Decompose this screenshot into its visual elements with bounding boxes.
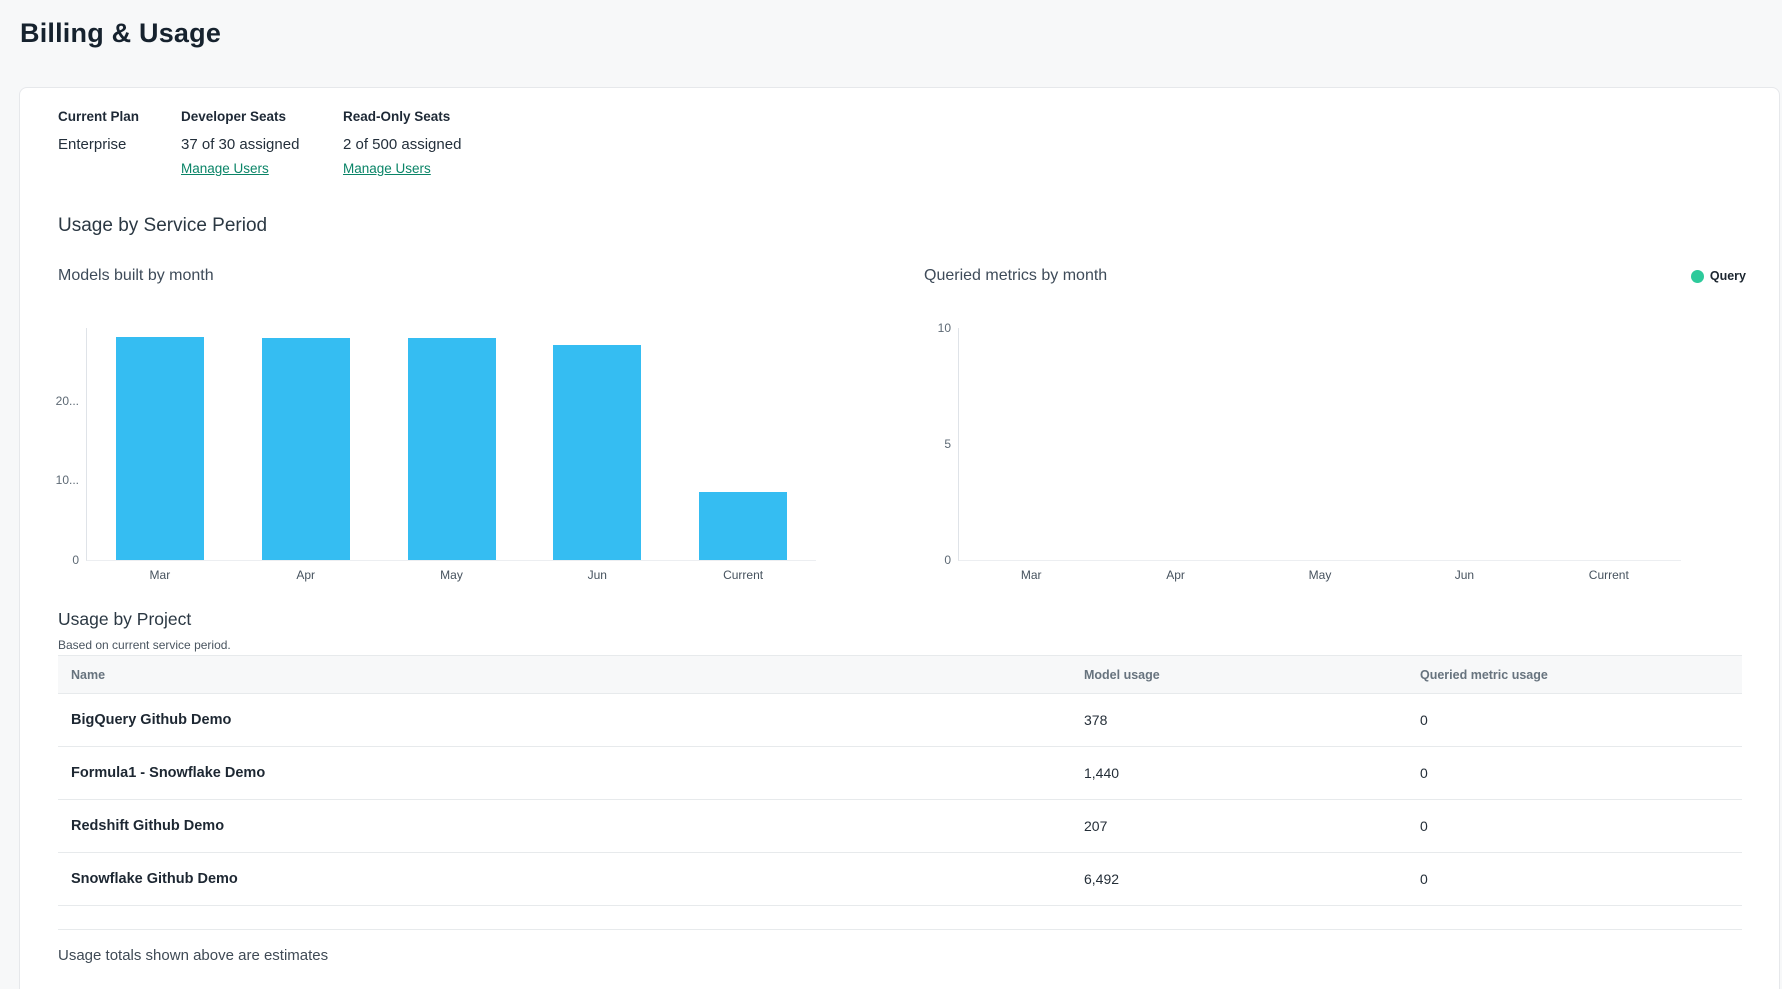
current-plan-block: Current Plan Enterprise: [58, 108, 181, 178]
x-tick-label: Current: [1588, 568, 1629, 582]
usage-by-project-table: Name Model usage Queried metric usage Bi…: [58, 655, 1742, 930]
column-header-name: Name: [58, 655, 1071, 694]
x-tick-label: May: [1308, 568, 1332, 582]
y-tick-label: 10...: [55, 473, 79, 488]
cell-queried-metric-usage: 0: [1407, 693, 1742, 747]
models-built-chart: Models built by month 0 10... 20... Mar Apr…: [56, 266, 894, 582]
billing-usage-card: Current Plan Enterprise Developer Seats …: [19, 87, 1780, 989]
current-plan-label: Current Plan: [58, 109, 140, 124]
current-plan-value: Enterprise: [58, 136, 127, 153]
models-built-chart-title: Models built by month: [58, 267, 214, 284]
developer-seats-value: 37 of 30 assigned: [181, 136, 300, 153]
query-legend: Query: [1690, 269, 1746, 283]
legend-dot-icon: [1690, 269, 1704, 283]
usage-by-project-subtitle: Based on current service period.: [58, 638, 231, 652]
bar-apr: [261, 337, 350, 560]
queried-metrics-plot: 0 5 10 Mar Apr May Jun Current: [938, 321, 1681, 582]
cell-name: Snowflake Github Demo: [58, 852, 1071, 906]
developer-seats-label: Developer Seats: [181, 109, 287, 124]
readonly-seats-label: Read-Only Seats: [343, 109, 451, 124]
y-tick-label: 5: [944, 437, 951, 451]
cell-model-usage: 1,440: [1071, 746, 1407, 800]
y-tick-label: 0: [944, 553, 951, 567]
models-built-plot: 0 10... 20... Mar Apr May Jun Current: [56, 328, 816, 582]
x-tick-label: Apr: [296, 568, 316, 582]
cell-name: BigQuery Github Demo: [58, 693, 1071, 747]
legend-label: Query: [1709, 269, 1746, 283]
x-tick-label: May: [440, 568, 463, 582]
column-header-model-usage: Model usage: [1071, 655, 1407, 694]
x-tick-label: Apr: [1166, 568, 1185, 582]
plan-summary: Current Plan Enterprise Developer Seats …: [58, 108, 1779, 178]
usage-charts: Models built by month 0 10... 20... Mar Apr…: [56, 266, 1779, 582]
x-tick-label: Mar: [149, 568, 171, 582]
usage-by-service-period-title: Usage by Service Period: [58, 215, 268, 236]
readonly-seats-block: Read-Only Seats 2 of 500 assigned Manage…: [343, 108, 563, 178]
usage-by-project-title: Usage by Project: [58, 609, 192, 629]
queried-metrics-chart-title: Queried metrics by month: [924, 267, 1108, 284]
bar-current: [699, 492, 788, 560]
cell-queried-metric-usage: 0: [1407, 799, 1742, 853]
x-tick-label: Mar: [1020, 568, 1042, 582]
y-tick-label: 0: [72, 553, 79, 567]
page-header: Billing & Usage: [0, 0, 1782, 87]
usage-by-project-section: Usage by Project Based on current servic…: [58, 609, 1779, 964]
cell-model-usage: 6,492: [1071, 852, 1407, 906]
x-tick-label: Jun: [587, 568, 607, 582]
bar-mar: [115, 336, 204, 560]
queried-metrics-chart: Queried metrics by month Query 0 5 10 Mar A…: [924, 266, 1746, 582]
x-tick-label: Jun: [1454, 568, 1475, 582]
table-header-row: Name Model usage Queried metric usage: [58, 655, 1742, 694]
cell-queried-metric-usage: 0: [1407, 746, 1742, 800]
bar-jun: [553, 344, 642, 560]
page-title: Billing & Usage: [20, 18, 222, 48]
table-row: Snowflake Github Demo 6,492 0: [58, 852, 1742, 906]
cell-name: Redshift Github Demo: [58, 799, 1071, 853]
x-tick-label: Current: [723, 568, 764, 582]
table-row: Formula1 - Snowflake Demo 1,440 0: [58, 746, 1742, 800]
manage-users-link-developer[interactable]: Manage Users: [181, 161, 269, 176]
manage-users-link-readonly[interactable]: Manage Users: [343, 161, 431, 176]
y-tick-label: 20...: [55, 393, 79, 408]
bar-may: [407, 338, 496, 560]
usage-footnote: Usage totals shown above are estimates: [58, 947, 329, 964]
table-row: BigQuery Github Demo 378 0: [58, 693, 1742, 747]
cell-queried-metric-usage: 0: [1407, 852, 1742, 906]
cell-model-usage: 378: [1071, 693, 1407, 747]
table-row: Redshift Github Demo 207 0: [58, 799, 1742, 853]
column-header-queried-metric-usage: Queried metric usage: [1407, 655, 1742, 694]
table-footer-strip: [58, 905, 1742, 930]
cell-name: Formula1 - Snowflake Demo: [58, 746, 1071, 800]
developer-seats-block: Developer Seats 37 of 30 assigned Manage…: [181, 108, 343, 178]
readonly-seats-value: 2 of 500 assigned: [343, 136, 462, 153]
y-tick-label: 10: [937, 321, 951, 335]
cell-model-usage: 207: [1071, 799, 1407, 853]
